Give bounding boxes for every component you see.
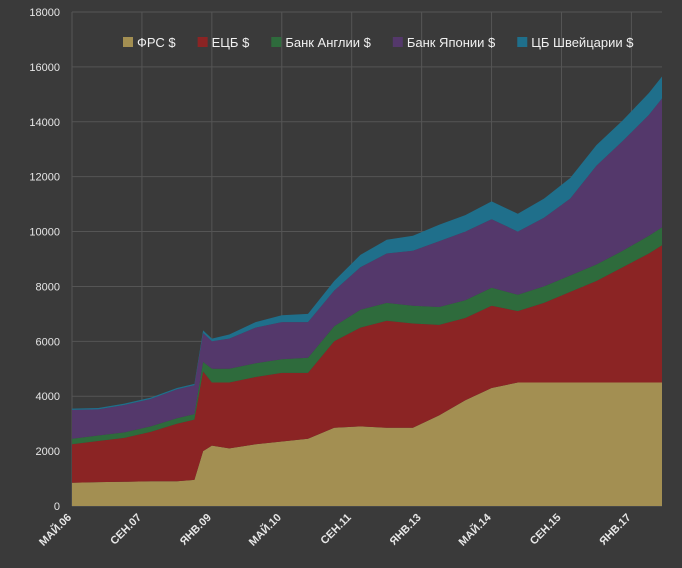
legend-label: Банк Англии $ bbox=[285, 35, 371, 50]
legend-swatch bbox=[123, 37, 133, 47]
x-tick-label: ЯНВ.17 bbox=[597, 512, 633, 548]
y-tick-label: 8000 bbox=[36, 281, 60, 293]
x-tick-label: ЯНВ.09 bbox=[178, 512, 214, 548]
y-axis: 0 2000 4000 6000 8000 10000 12000 14000 16000 180… bbox=[29, 7, 60, 513]
legend: ФРС $ ЕЦБ $ Банк Англии $ Банк Японии $ ЦБ Ш… bbox=[123, 35, 634, 50]
y-tick-label: 2000 bbox=[36, 446, 60, 458]
y-tick-label: 14000 bbox=[29, 117, 60, 129]
y-tick-label: 0 bbox=[54, 501, 60, 513]
x-tick-label: МАЙ.06 bbox=[36, 511, 74, 549]
series-area-1 bbox=[72, 245, 662, 483]
y-tick-label: 4000 bbox=[36, 391, 60, 403]
x-tick-label: СЕН.15 bbox=[528, 512, 564, 548]
legend-label: ЦБ Швейцарии $ bbox=[531, 35, 634, 50]
x-axis: МАЙ.06 СЕН.07 ЯНВ.09 МАЙ.10 СЕН.11 ЯНВ.13 МАЙ.… bbox=[36, 510, 633, 548]
legend-label: ЕЦБ $ bbox=[212, 35, 250, 50]
y-tick-label: 6000 bbox=[36, 336, 60, 348]
y-tick-label: 18000 bbox=[29, 7, 60, 19]
series-area-0 bbox=[72, 382, 662, 506]
legend-swatch bbox=[197, 37, 208, 47]
y-tick-label: 16000 bbox=[29, 62, 60, 74]
legend-swatch bbox=[271, 37, 282, 47]
x-tick-label: СЕН.07 bbox=[108, 512, 144, 548]
x-tick-label: ЯНВ.13 bbox=[388, 512, 424, 548]
x-tick-label: МАЙ.10 bbox=[246, 511, 284, 549]
x-tick-label: СЕН.11 bbox=[319, 512, 354, 547]
y-tick-label: 10000 bbox=[29, 227, 60, 239]
legend-swatch bbox=[392, 37, 403, 47]
series-areas bbox=[72, 76, 662, 506]
legend-label: Банк Японии $ bbox=[407, 35, 496, 50]
x-tick-label: МАЙ.14 bbox=[456, 510, 494, 548]
series-area-3 bbox=[72, 98, 662, 439]
legend-swatch bbox=[517, 37, 528, 47]
legend-label: ФРС $ bbox=[137, 35, 176, 50]
y-tick-label: 12000 bbox=[29, 172, 60, 184]
